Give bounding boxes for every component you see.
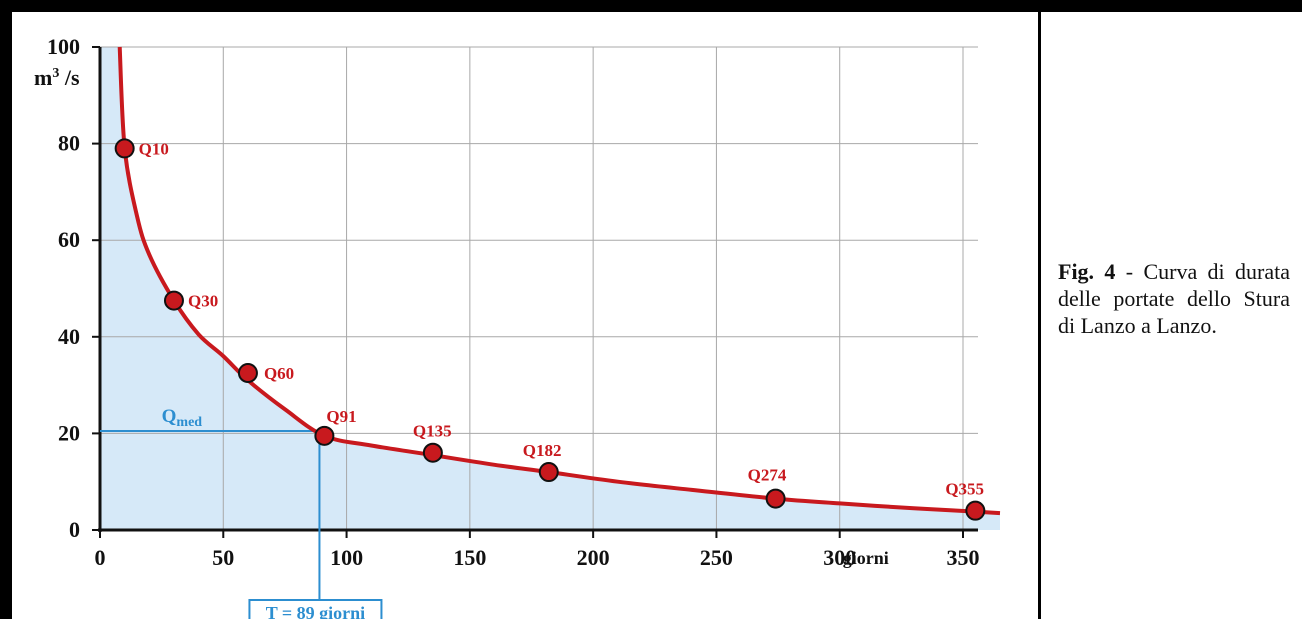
top-border [0,0,1302,12]
x-tick-label: 100 [330,545,363,570]
x-axis-label: giorni [843,548,889,568]
t-label: T = 89 giorni [266,603,365,619]
area-fill-layer [100,47,1000,530]
grid-layer [100,46,978,530]
y-tick-label: 60 [58,227,80,252]
x-tick-label: 50 [212,545,234,570]
point-q274 [765,488,786,509]
x-tick-label: 300 [823,545,856,570]
t-label-box [248,599,383,619]
area-fill [100,47,1000,530]
point-label-q30: Q30 [188,292,218,311]
x-tick-label: 150 [453,545,486,570]
y-tick-label: 20 [58,420,80,445]
points-layer [114,138,986,521]
duration-curve-chart: 0 20 40 60 80 100 0 50 100 150 200 250 300 350 m3 /s gi… [34,34,1001,619]
point-q91 [314,425,335,446]
point-q182 [538,462,559,483]
y-tick-label: 0 [69,517,80,542]
x-tick-label: 0 [95,545,106,570]
y-tick-label: 40 [58,324,80,349]
point-q355 [965,500,986,521]
x-tick-label: 350 [947,545,980,570]
point-q10 [114,138,135,159]
labels-layer: Q10 Q30 Q60 Q91 Q135 Q182 Q274 Q355 [139,139,984,498]
point-q60 [237,363,258,384]
point-q30 [163,290,184,311]
y-tick-label: 80 [58,131,80,156]
caption-fig-label: Fig. 4 [1058,259,1116,284]
point-label-q182: Q182 [523,441,562,460]
point-label-q274: Q274 [748,466,787,485]
axes-layer: 0 20 40 60 80 100 0 50 100 150 200 250 300 350 m3 /s gi… [34,34,980,570]
y-axis-label: m3 /s [34,65,80,90]
point-label-q10: Q10 [139,139,169,158]
divider-border [1038,0,1041,619]
caption-text: - Curva di durata delle portate dello St… [1058,259,1290,338]
point-label-q355: Q355 [945,480,984,499]
curve-layer [117,46,1001,516]
point-q135 [422,442,443,463]
x-tick-label: 250 [700,545,733,570]
point-label-q135: Q135 [413,422,452,441]
point-label-q91: Q91 [326,407,356,426]
y-tick-label: 100 [47,34,80,59]
figure-caption: Fig. 4 - Curva di durata delle portate d… [1058,258,1290,339]
duration-curve [117,46,1001,516]
x-tick-label: 200 [577,545,610,570]
point-label-q60: Q60 [264,364,294,383]
left-border [0,0,12,619]
